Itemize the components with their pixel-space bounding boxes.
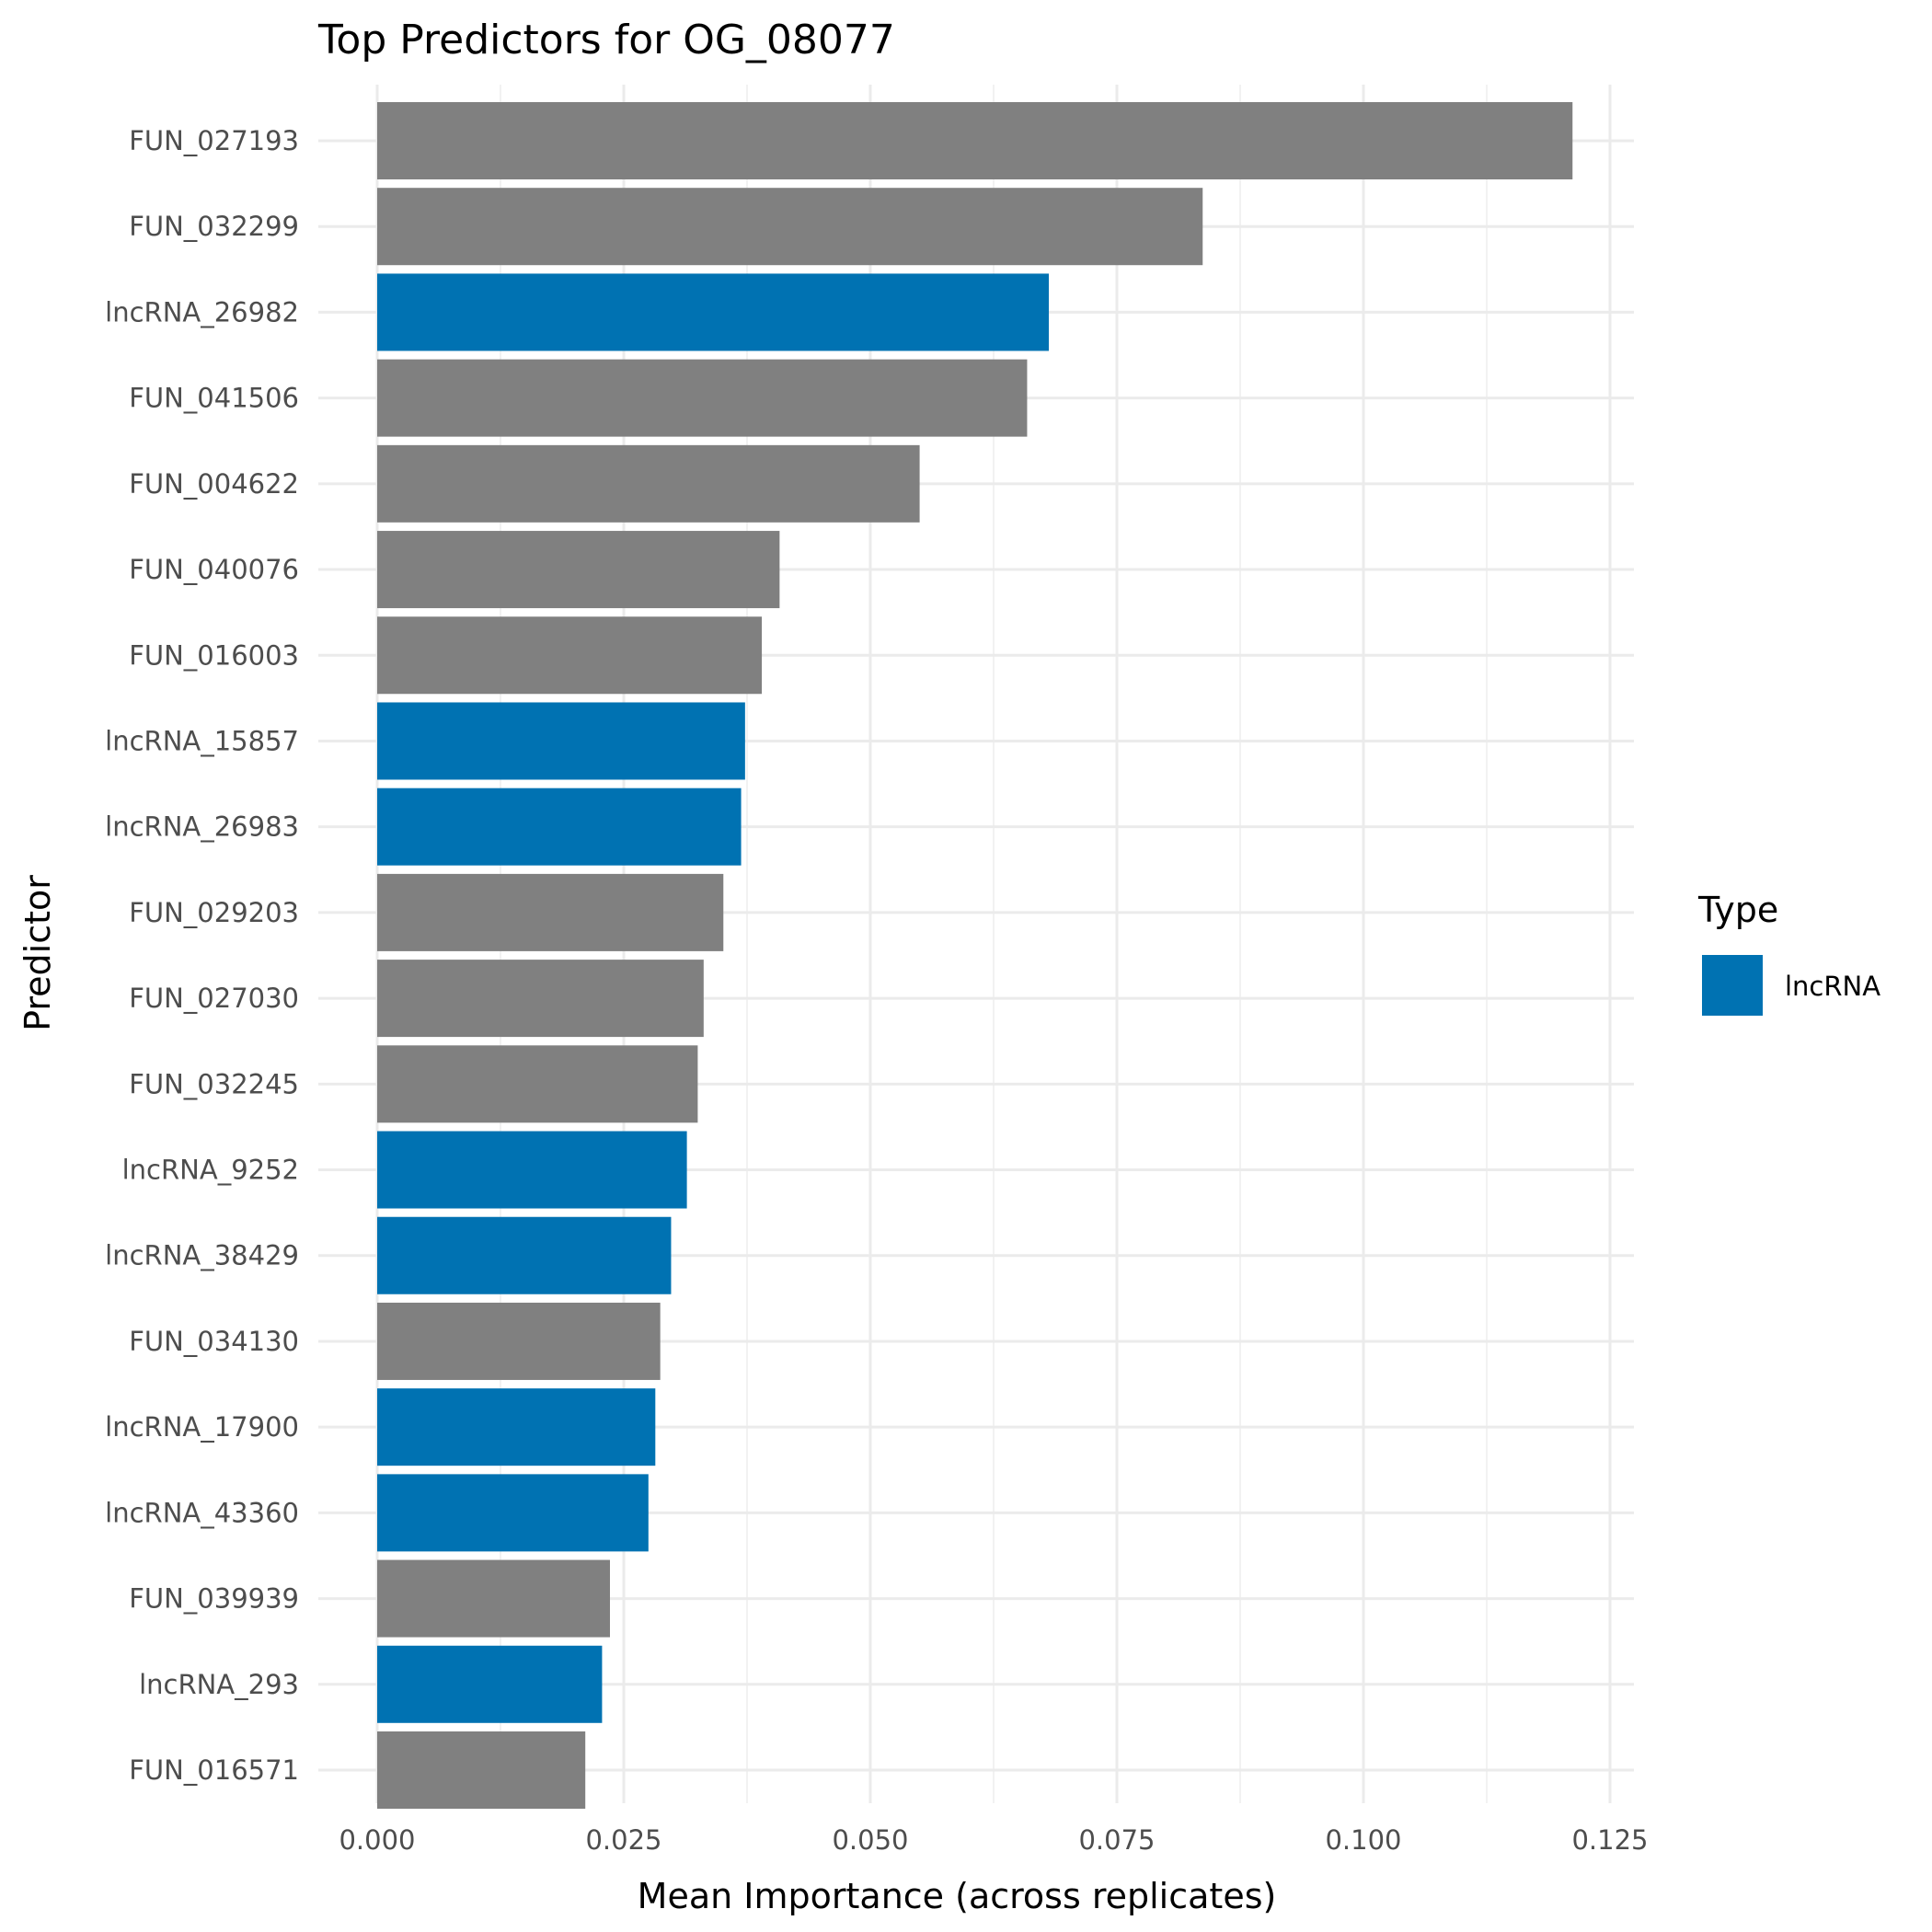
y-tick-label: FUN_027030: [129, 983, 299, 1014]
y-tick-label: lncRNA_38429: [105, 1240, 299, 1271]
legend-label-lncrna: lncRNA: [1785, 971, 1880, 1002]
bar: [377, 1131, 687, 1209]
bar: [377, 960, 704, 1038]
x-tick-label: 0.075: [1078, 1824, 1155, 1856]
bar: [377, 1302, 661, 1380]
bar: [377, 273, 1050, 351]
x-axis-title: Mean Importance (across replicates): [638, 1876, 1277, 1916]
bar: [377, 1388, 656, 1466]
y-axis-ticks: FUN_027193 FUN_032299 lncRNA_26982 FUN_0415…: [105, 125, 299, 1786]
bar: [377, 1645, 603, 1723]
y-tick-label: FUN_016571: [129, 1754, 299, 1786]
x-tick-label: 0.025: [585, 1824, 661, 1856]
y-tick-label: FUN_004622: [129, 468, 299, 500]
bar: [377, 1216, 672, 1294]
y-tick-label: lncRNA_15857: [105, 725, 299, 756]
bars: [377, 102, 1573, 1809]
bar: [377, 188, 1203, 266]
legend-swatch-lncrna: [1702, 955, 1763, 1016]
y-tick-label: FUN_032299: [129, 211, 299, 242]
y-tick-label: FUN_016003: [129, 639, 299, 671]
bar: [377, 1474, 649, 1552]
x-tick-label: 0.000: [339, 1824, 415, 1856]
x-tick-label: 0.125: [1571, 1824, 1648, 1856]
bar: [377, 873, 724, 951]
bar: [377, 531, 780, 609]
y-tick-label: FUN_040076: [129, 554, 299, 585]
bar: [377, 102, 1573, 179]
y-tick-label: FUN_029203: [129, 897, 299, 928]
chart-title: Top Predictors for OG_08077: [317, 17, 895, 63]
bar: [377, 788, 742, 866]
y-tick-label: lncRNA_43360: [105, 1497, 299, 1528]
x-tick-label: 0.100: [1325, 1824, 1401, 1856]
bar: [377, 444, 920, 523]
bar: [377, 702, 745, 780]
bar: [377, 616, 763, 695]
y-tick-label: FUN_041506: [129, 383, 299, 414]
y-tick-label: lncRNA_293: [139, 1669, 299, 1700]
x-tick-label: 0.050: [832, 1824, 908, 1856]
y-tick-label: lncRNA_17900: [105, 1411, 299, 1443]
y-tick-label: lncRNA_26983: [105, 811, 299, 843]
y-tick-label: lncRNA_26982: [105, 296, 299, 328]
bar: [377, 359, 1028, 437]
y-tick-label: FUN_039939: [129, 1583, 299, 1615]
legend: Type lncRNA: [1697, 890, 1880, 1016]
bar: [377, 1731, 586, 1809]
y-axis-title: Predictor: [17, 875, 58, 1031]
legend-title: Type: [1697, 890, 1778, 930]
y-tick-label: FUN_032245: [129, 1068, 299, 1099]
y-tick-label: FUN_034130: [129, 1326, 299, 1357]
bar: [377, 1559, 610, 1638]
y-tick-label: FUN_027193: [129, 125, 299, 156]
y-tick-label: lncRNA_9252: [122, 1155, 299, 1186]
x-axis-ticks: 0.000 0.025 0.050 0.075 0.100 0.125: [339, 1824, 1648, 1856]
bar: [377, 1045, 698, 1123]
